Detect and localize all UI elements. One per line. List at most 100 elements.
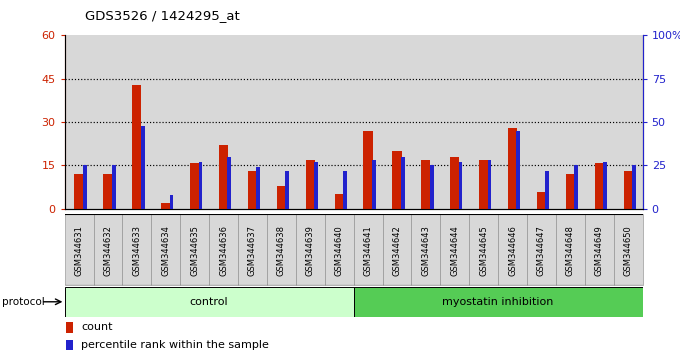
Text: GSM344640: GSM344640 — [335, 225, 343, 275]
Bar — [199, 162, 203, 209]
Bar — [267, 35, 296, 209]
Bar — [458, 162, 462, 209]
Text: GSM344646: GSM344646 — [508, 225, 517, 276]
Bar — [67, 322, 73, 333]
Bar — [441, 35, 469, 209]
Bar — [209, 214, 238, 285]
Bar — [498, 35, 527, 209]
Text: GSM344638: GSM344638 — [277, 225, 286, 276]
Bar — [488, 160, 492, 209]
Bar — [537, 192, 546, 209]
Bar — [354, 287, 643, 317]
Bar — [180, 214, 209, 285]
Bar — [430, 165, 434, 209]
Bar — [314, 162, 318, 209]
Text: percentile rank within the sample: percentile rank within the sample — [82, 340, 269, 350]
Bar — [574, 165, 578, 209]
Bar — [498, 214, 527, 285]
Text: GSM344636: GSM344636 — [219, 225, 228, 276]
Text: GSM344645: GSM344645 — [479, 225, 488, 275]
Bar — [122, 35, 151, 209]
Bar — [285, 171, 289, 209]
Text: GSM344643: GSM344643 — [422, 225, 430, 276]
Bar — [169, 195, 173, 209]
Bar — [238, 214, 267, 285]
Bar — [556, 214, 585, 285]
Text: count: count — [82, 322, 113, 332]
Bar — [411, 35, 441, 209]
Text: GSM344634: GSM344634 — [161, 225, 170, 276]
Bar — [305, 160, 315, 209]
Bar — [556, 35, 585, 209]
Text: protocol: protocol — [2, 297, 45, 307]
Bar — [603, 162, 607, 209]
Bar — [325, 214, 354, 285]
Text: GSM344648: GSM344648 — [566, 225, 575, 276]
Text: GSM344641: GSM344641 — [364, 225, 373, 275]
Bar — [209, 35, 238, 209]
Text: GSM344632: GSM344632 — [103, 225, 112, 276]
Text: GSM344633: GSM344633 — [133, 225, 141, 276]
Bar — [74, 174, 84, 209]
Text: GSM344637: GSM344637 — [248, 225, 257, 276]
Text: GSM344644: GSM344644 — [450, 225, 459, 275]
Bar — [141, 126, 145, 209]
Bar — [238, 35, 267, 209]
Bar — [585, 35, 614, 209]
Bar — [151, 35, 180, 209]
Bar — [65, 287, 354, 317]
Bar — [94, 35, 122, 209]
Bar — [132, 85, 141, 209]
Bar — [103, 174, 113, 209]
Text: GSM344650: GSM344650 — [624, 225, 632, 275]
Bar — [65, 35, 94, 209]
Bar — [450, 157, 460, 209]
Bar — [441, 214, 469, 285]
Bar — [594, 162, 604, 209]
Bar — [354, 35, 382, 209]
Bar — [632, 165, 636, 209]
Bar — [508, 128, 517, 209]
Bar — [112, 165, 116, 209]
Text: myostatin inhibition: myostatin inhibition — [443, 297, 554, 307]
Bar — [256, 167, 260, 209]
Bar — [527, 214, 556, 285]
Bar — [343, 171, 347, 209]
Bar — [469, 35, 498, 209]
Bar — [219, 145, 228, 209]
Bar — [180, 35, 209, 209]
Bar — [94, 214, 122, 285]
Bar — [372, 160, 376, 209]
Bar — [383, 35, 411, 209]
Bar — [248, 171, 257, 209]
Bar — [614, 35, 643, 209]
Text: GSM344647: GSM344647 — [537, 225, 546, 276]
Bar — [566, 174, 575, 209]
Bar — [83, 165, 87, 209]
Bar — [190, 162, 199, 209]
Bar — [545, 171, 549, 209]
Bar — [161, 203, 171, 209]
Bar — [227, 157, 231, 209]
Bar — [296, 214, 325, 285]
Bar — [354, 214, 382, 285]
Bar — [67, 340, 73, 350]
Bar — [296, 35, 325, 209]
Bar — [267, 214, 296, 285]
Bar — [363, 131, 373, 209]
Text: GDS3526 / 1424295_at: GDS3526 / 1424295_at — [85, 9, 240, 22]
Bar — [392, 151, 402, 209]
Bar — [122, 214, 151, 285]
Text: GSM344649: GSM344649 — [595, 225, 604, 275]
Bar — [421, 160, 430, 209]
Text: GSM344642: GSM344642 — [392, 225, 401, 275]
Bar — [65, 214, 94, 285]
Text: control: control — [190, 297, 228, 307]
Text: GSM344631: GSM344631 — [75, 225, 84, 276]
Text: GSM344639: GSM344639 — [306, 225, 315, 276]
Text: GSM344635: GSM344635 — [190, 225, 199, 276]
Bar — [277, 186, 286, 209]
Bar — [335, 194, 344, 209]
Bar — [411, 214, 441, 285]
Bar — [624, 171, 633, 209]
